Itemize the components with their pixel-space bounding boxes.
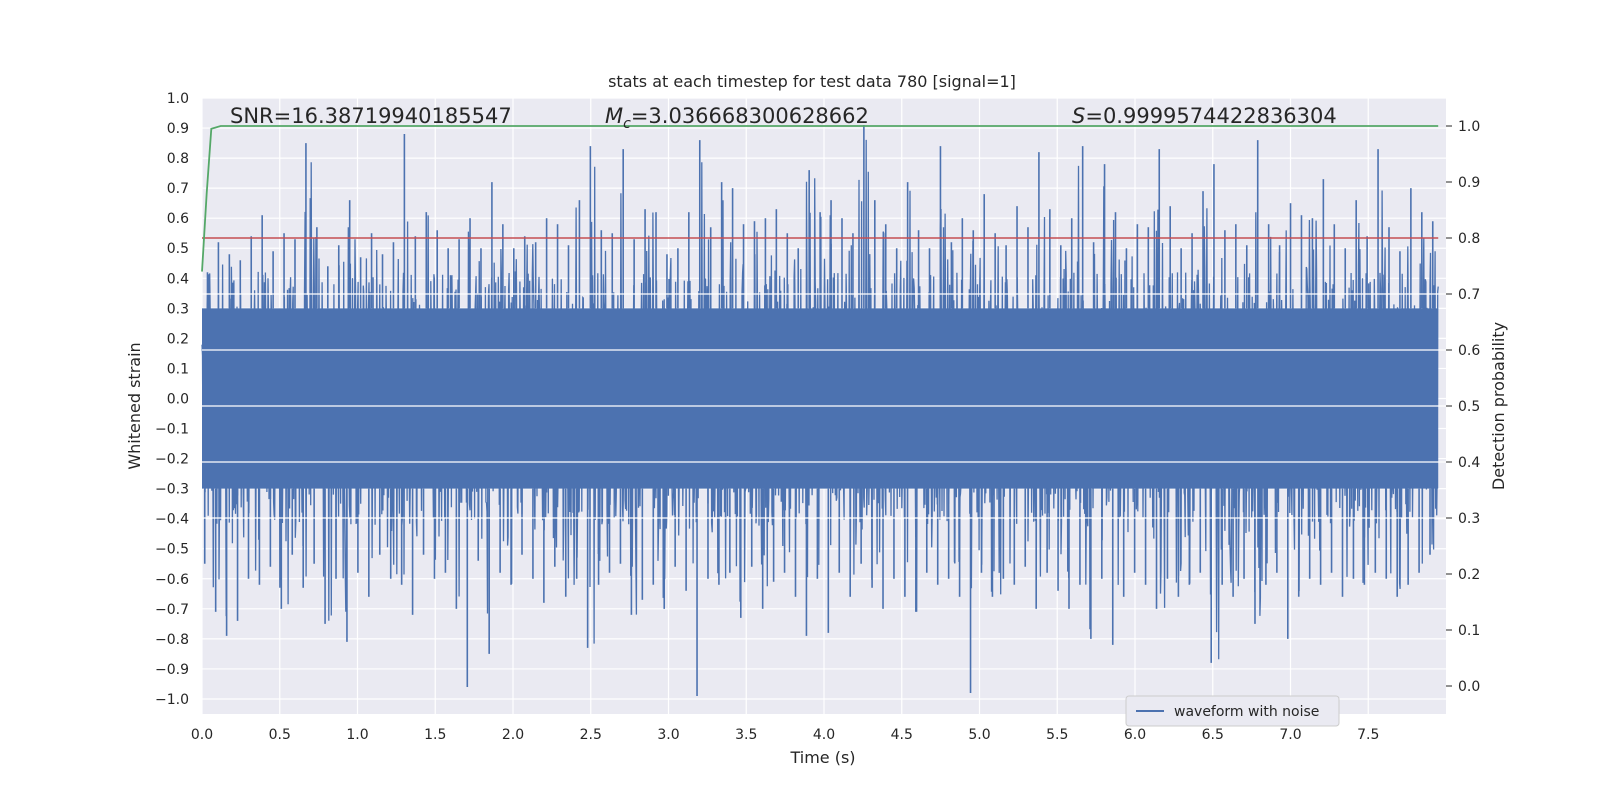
x-axis-label: Time (s) (789, 748, 855, 767)
y-tick-label: −0.4 (155, 512, 189, 528)
x-tick-label: 0.0 (191, 727, 213, 743)
y2-tick-label: 0.6 (1458, 343, 1480, 359)
y-tick-label: −1.0 (155, 692, 189, 708)
y-tick-label: 0.7 (167, 181, 189, 197)
legend-label-waveform: waveform with noise (1174, 704, 1319, 720)
y2-tick-label: 0.0 (1458, 679, 1480, 695)
y-tick-label: 1.0 (167, 91, 189, 107)
x-tick-label: 7.5 (1357, 727, 1379, 743)
waveform-core-band (202, 308, 1439, 489)
y2-tick-label: 1.0 (1458, 119, 1480, 135)
y2-axis-label: Detection probability (1489, 322, 1508, 490)
x-tick-label: 0.5 (269, 727, 291, 743)
waveform-series (201, 125, 1439, 696)
y2-tick-label: 0.2 (1458, 567, 1480, 583)
y2-tick-label: 0.8 (1458, 231, 1480, 247)
x-tick-label: 7.0 (1279, 727, 1301, 743)
x-tick-label: 3.5 (735, 727, 757, 743)
chirp-mass-subscript: c (623, 116, 631, 132)
y-tick-label: 0.6 (167, 211, 189, 227)
x-tick-label: 2.5 (580, 727, 602, 743)
y2-tick-label: 0.3 (1458, 511, 1480, 527)
y2-tick-label: 0.7 (1458, 287, 1480, 303)
chirp-mass-symbol: M (605, 104, 623, 128)
y-tick-label: −0.5 (155, 542, 189, 558)
y-tick-label: −0.6 (155, 572, 189, 588)
y-tick-label: 0.9 (167, 121, 189, 137)
x-tick-label: 1.5 (424, 727, 446, 743)
x-tick-label: 3.0 (657, 727, 679, 743)
y-tick-label: 0.4 (167, 271, 189, 287)
x-tick-label: 6.0 (1124, 727, 1146, 743)
x-tick-label: 4.5 (891, 727, 913, 743)
y2-tick-label: 0.1 (1458, 623, 1480, 639)
x-tick-label: 5.5 (1046, 727, 1068, 743)
x-tick-label: 6.5 (1202, 727, 1224, 743)
score-symbol: S (1072, 104, 1085, 128)
y-tick-label: −0.2 (155, 452, 189, 468)
chirp-mass-annotation: Mc=3.036668300628662 (605, 104, 869, 132)
x-tick-label: 2.0 (502, 727, 524, 743)
x-tick-label: 5.0 (968, 727, 990, 743)
y-tick-label: −0.3 (155, 482, 189, 498)
score-annotation: S=0.9999574422836304 (1072, 104, 1337, 128)
x-tick-label: 1.0 (346, 727, 368, 743)
y-tick-label: 0.1 (167, 361, 189, 377)
legend: waveform with noise (1125, 695, 1340, 727)
y2-tick-label: 0.4 (1458, 455, 1480, 471)
y-tick-label: 0.3 (167, 301, 189, 317)
y-tick-label: −0.9 (155, 662, 189, 678)
y2-tick-label: 0.5 (1458, 399, 1480, 415)
y-tick-label: 0.8 (167, 151, 189, 167)
legend-box (1125, 695, 1340, 727)
x-tick-label: 4.0 (813, 727, 835, 743)
chart-title: stats at each timestep for test data 780… (608, 72, 1016, 91)
y-tick-label: 0.0 (167, 391, 189, 407)
y2-tick-label: 0.9 (1458, 175, 1480, 191)
y-tick-label: 0.2 (167, 331, 189, 347)
y-tick-label: −0.7 (155, 602, 189, 618)
chirp-mass-value: =3.036668300628662 (631, 104, 869, 128)
detection-probability-line (201, 125, 1439, 272)
y-tick-label: −0.8 (155, 632, 189, 648)
y-tick-label: 0.5 (167, 241, 189, 257)
y-axis-label: Whitened strain (125, 342, 144, 469)
score-value: =0.9999574422836304 (1085, 104, 1336, 128)
y-tick-label: −0.1 (155, 422, 189, 438)
snr-annotation: SNR=16.38719940185547 (230, 104, 512, 128)
